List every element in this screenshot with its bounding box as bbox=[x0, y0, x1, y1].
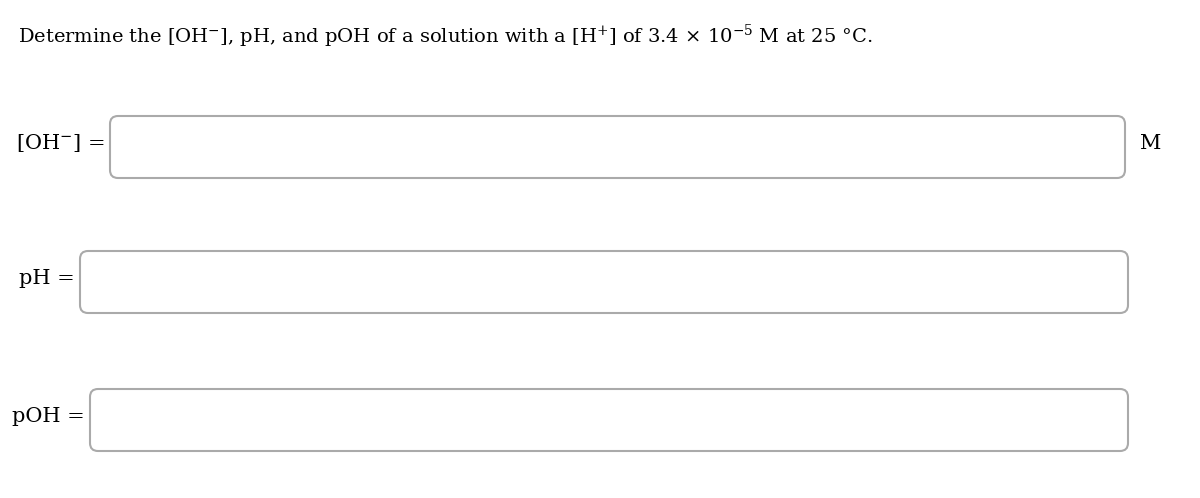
Text: pH =: pH = bbox=[19, 268, 74, 287]
Text: pOH =: pOH = bbox=[12, 406, 85, 425]
FancyBboxPatch shape bbox=[110, 116, 1126, 178]
FancyBboxPatch shape bbox=[90, 389, 1128, 451]
Text: Determine the $\mathregular{[OH^{-}]}$, pH, and pOH of a solution with a $\mathr: Determine the $\mathregular{[OH^{-}]}$, … bbox=[18, 23, 872, 50]
FancyBboxPatch shape bbox=[80, 251, 1128, 313]
Text: M: M bbox=[1140, 133, 1162, 152]
Text: $\mathregular{[OH^{-}]}$ =: $\mathregular{[OH^{-}]}$ = bbox=[17, 132, 106, 154]
